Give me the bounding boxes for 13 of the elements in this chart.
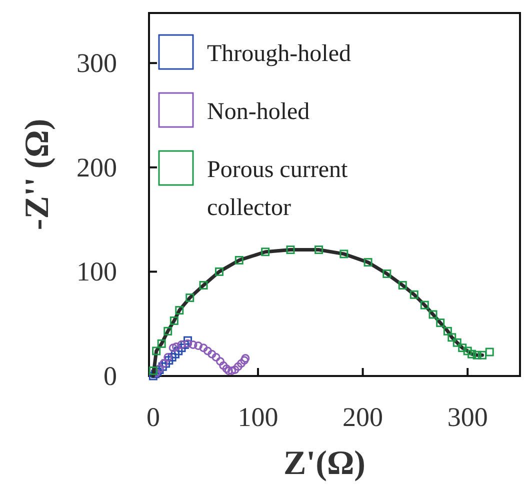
- x-tick-label: 0: [146, 402, 160, 432]
- x-tick-label: 100: [238, 402, 278, 432]
- x-tick-label: 300: [447, 402, 488, 432]
- x-axis-title: Z'(Ω): [284, 445, 366, 482]
- x-tick-label: 200: [342, 402, 384, 432]
- y-tick-label: 0: [104, 361, 117, 391]
- legend-label: Through-holed: [207, 41, 351, 67]
- y-tick-label: 300: [76, 48, 117, 78]
- y-tick-label: 200: [76, 152, 117, 182]
- y-tick-label: 100: [76, 256, 117, 287]
- legend-label: Porous current collector: [207, 157, 348, 221]
- y-axis-title: -Z'' (Ω): [19, 118, 56, 230]
- legend-label: Non-holed: [207, 99, 310, 125]
